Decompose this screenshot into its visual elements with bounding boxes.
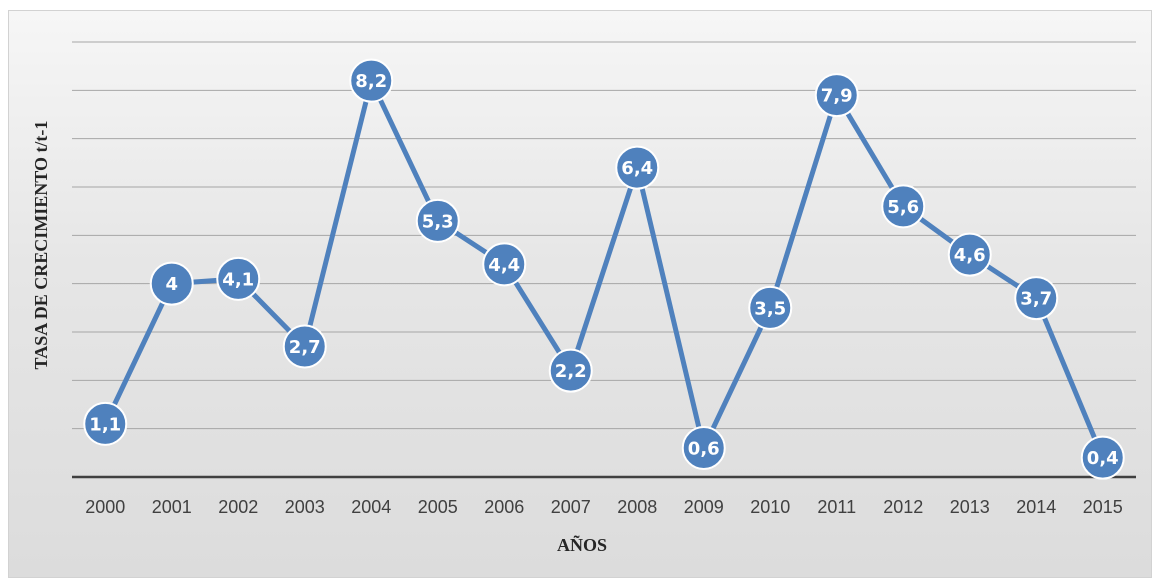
chart-frame [8,10,1152,578]
x-tick-label: 2008 [617,497,657,517]
data-point-marker [1080,435,1125,480]
x-axis-title: AÑOS [557,534,607,555]
x-tick-labels: 2000 2001 2002 2003 2004 2005 2006 2007 2008 2009… [85,497,1123,517]
data-label: 7,9 [821,86,853,107]
data-label: 3,7 [1020,289,1052,310]
data-point-marker [482,242,527,287]
y-axis-title: TASA DE CRECIMIENTO t/t-1 [31,121,51,370]
x-tick-label: 2006 [484,497,524,517]
data-point-marker [814,73,859,118]
data-label: 1,1 [89,414,121,435]
data-point-marker [216,256,261,301]
data-label: 2,2 [555,361,587,382]
x-tick-label: 2002 [218,497,258,517]
x-tick-label: 2015 [1083,497,1123,517]
x-tick-label: 2013 [950,497,990,517]
x-tick-label: 2014 [1016,497,1056,517]
x-tick-label: 2003 [285,497,325,517]
data-point-marker [349,58,394,103]
data-point-marker [681,426,726,470]
data-label: 6,4 [621,158,653,179]
data-label: 2,7 [289,337,321,358]
x-tick-label: 2000 [85,497,125,517]
x-tick-label: 2010 [750,497,790,517]
data-point-marker [615,145,660,190]
data-point-marker [282,324,327,369]
gridlines [72,41,1136,430]
series-group: 1,1 4 4,1 2,7 8,2 5,3 4,4 2,2 6,4 0,6 3,5 7,9 5,6 4,6… [83,58,1125,480]
data-point-marker [149,261,194,306]
data-label: 4 [165,274,178,295]
data-label: 0,4 [1087,448,1119,469]
x-tick-label: 2001 [152,497,192,517]
data-label: 5,6 [887,197,919,218]
x-tick-label: 2007 [551,497,591,517]
x-tick-label: 2009 [684,497,724,517]
series-line [102,78,1106,459]
x-tick-label: 2005 [418,497,458,517]
data-label: 4,6 [954,245,986,266]
data-label: 3,5 [754,298,786,319]
data-point-marker [947,232,992,277]
data-label: 0,6 [688,439,720,460]
x-tick-label: 2004 [351,497,391,517]
x-tick-label: 2012 [883,497,923,517]
data-label: 5,3 [422,211,454,232]
data-label: 4,1 [222,269,254,290]
data-point-marker [83,401,128,446]
data-point-marker [748,285,793,330]
data-point-marker [548,348,593,393]
data-label: 8,2 [355,71,387,92]
data-point-marker [415,198,460,243]
data-point-marker [881,184,926,229]
data-label: 4,4 [488,255,520,276]
x-tick-label: 2011 [817,497,856,517]
data-point-marker [1014,276,1059,321]
